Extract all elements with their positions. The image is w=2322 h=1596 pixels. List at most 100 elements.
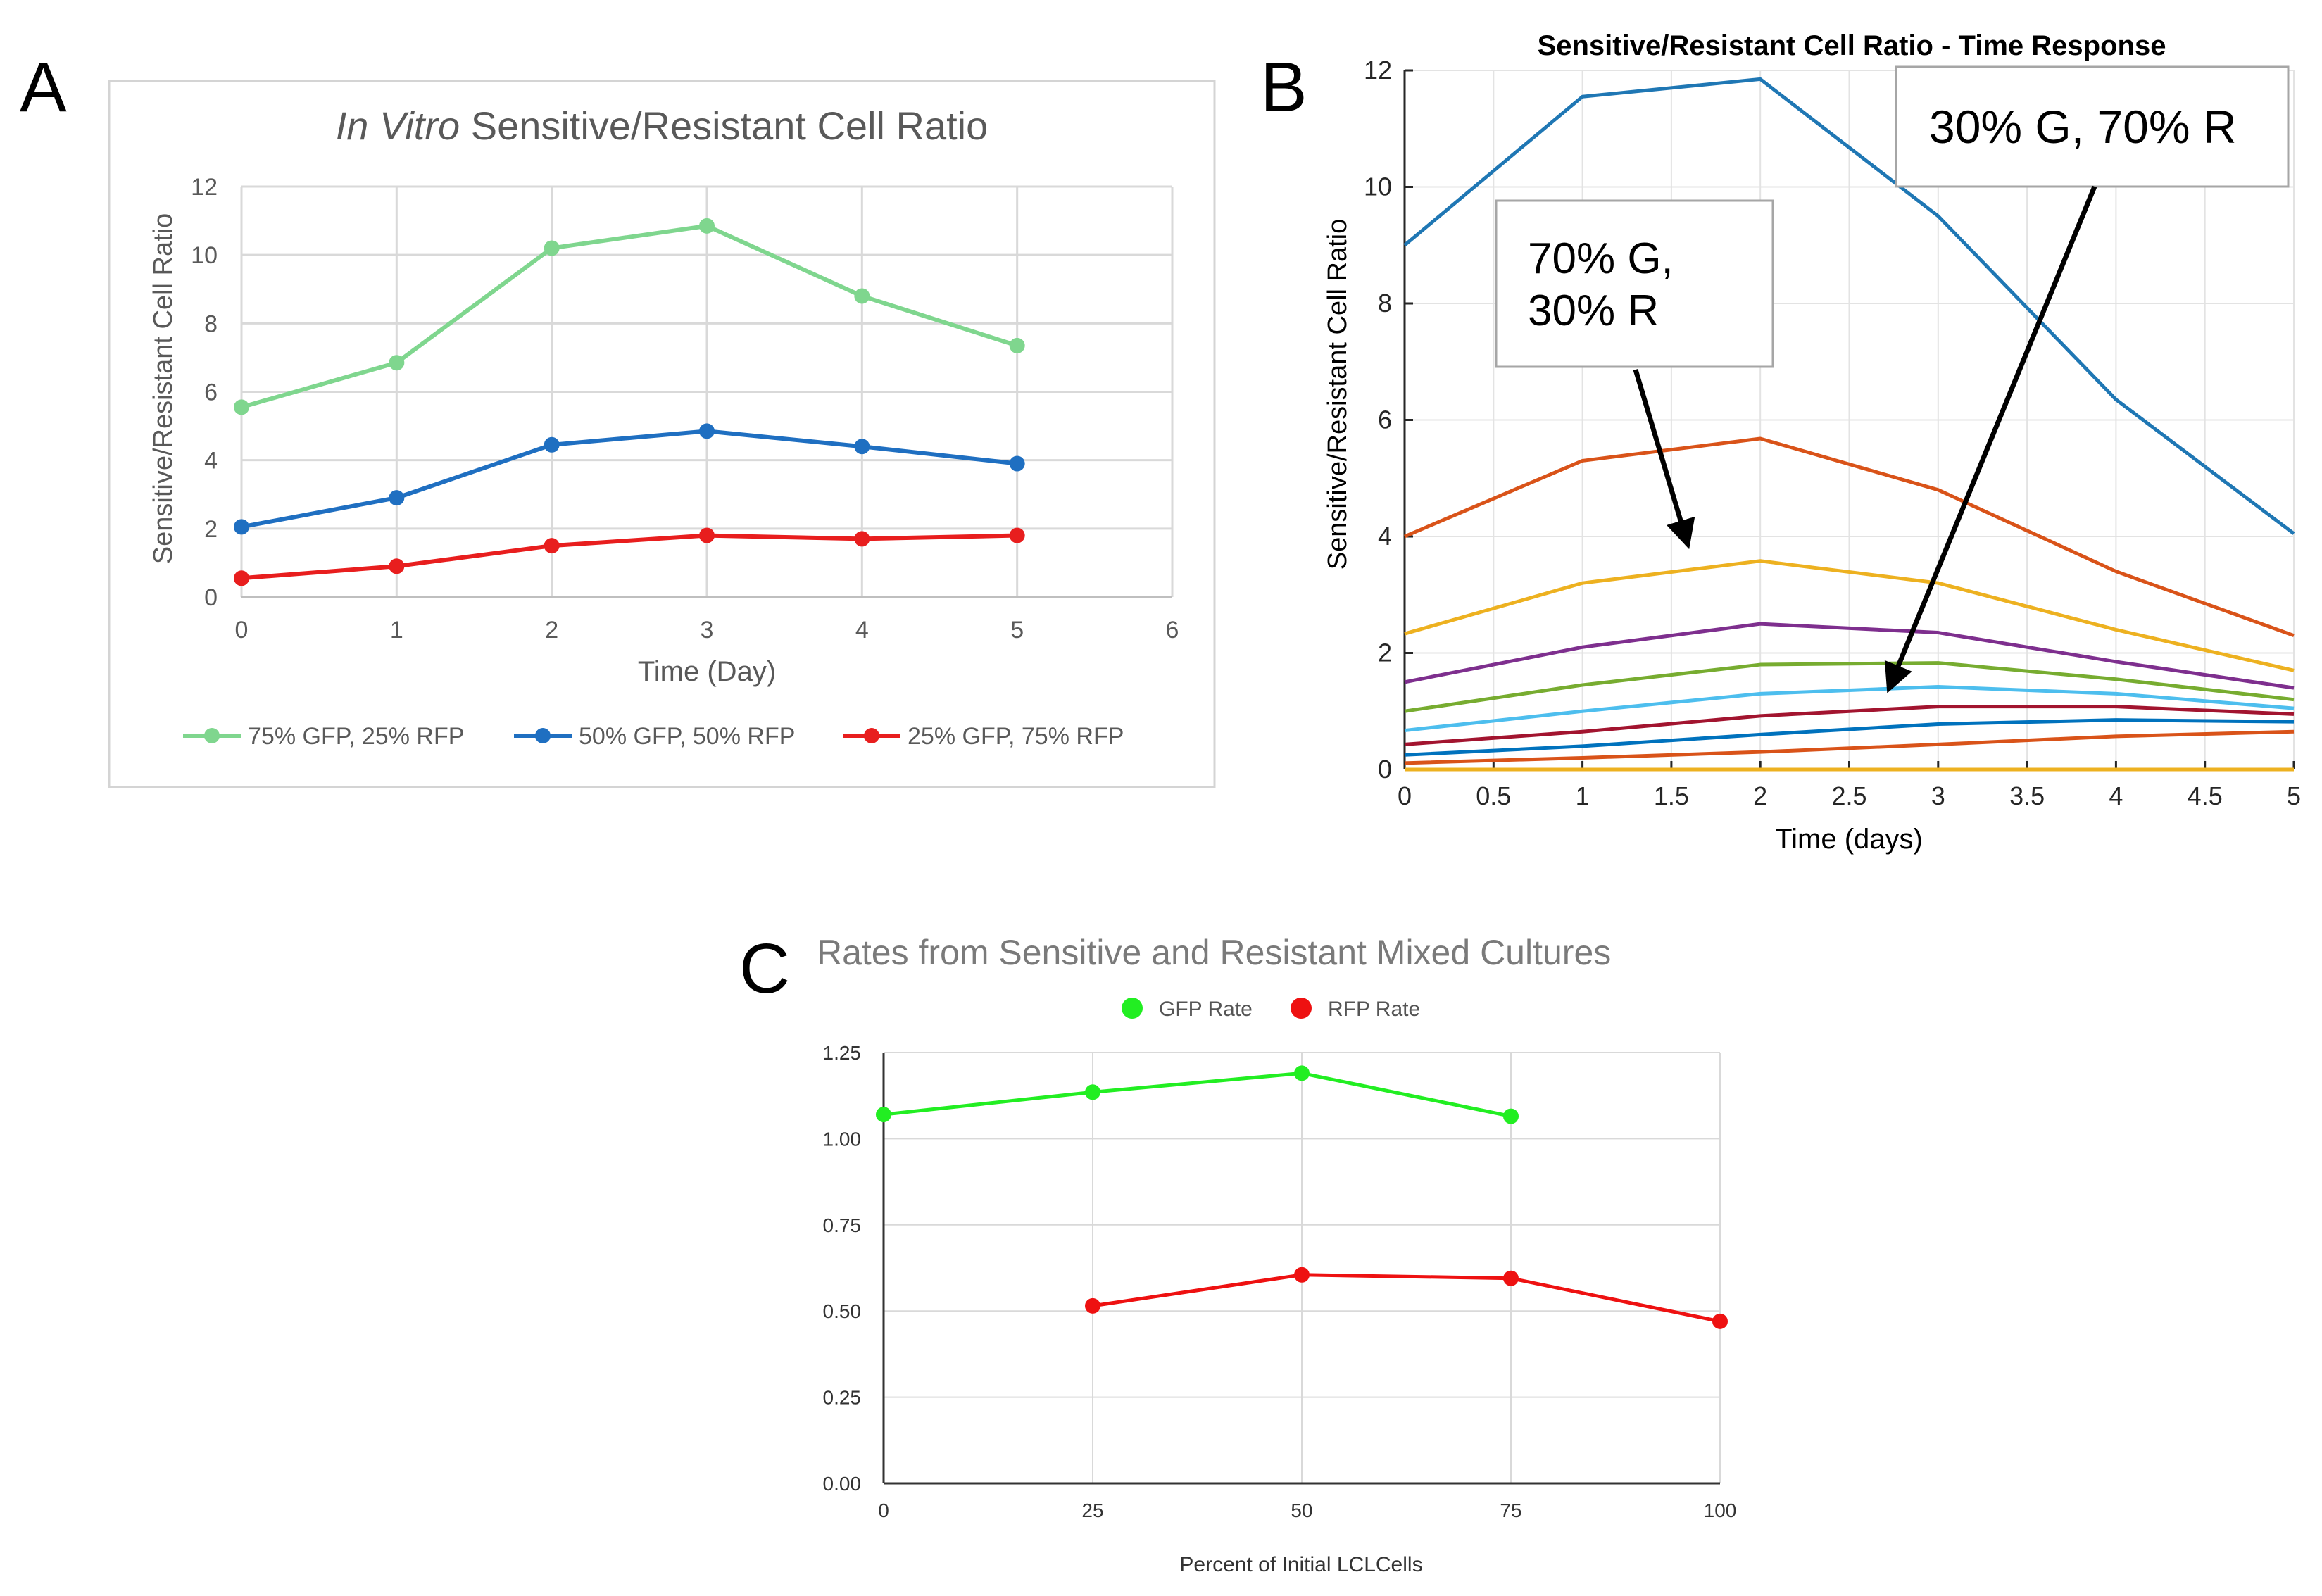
chart-c-y-tick-label: 0.75 [823, 1214, 862, 1236]
chart-c-y-tick-label: 1.25 [823, 1042, 862, 1064]
chart-a-x-axis-label: Time (Day) [638, 656, 776, 687]
chart-b-series-line [1404, 718, 2295, 757]
chart-a-x-tick-label: 0 [235, 617, 249, 643]
chart-a-data-point [544, 538, 560, 554]
chart-b-x-tick-label: 2 [1753, 781, 1767, 810]
chart-a-legend-marker [535, 728, 551, 743]
chart-b-x-tick-label: 3 [1931, 781, 1945, 810]
chart-b-x-tick-label: 2.5 [1831, 781, 1866, 810]
chart-c-data-point [876, 1107, 891, 1123]
chart-a-y-tick-label: 12 [191, 174, 218, 201]
chart-c-legend: GFP Rate RFP Rate [1122, 998, 1420, 1021]
chart-b-y-ticks: 0 2 4 6 8 10 12 [1364, 56, 1413, 784]
chart-a-data-point [699, 423, 715, 439]
chart-c-x-tick-label: 75 [1500, 1500, 1521, 1521]
chart-a-x-tick-label: 4 [855, 617, 869, 643]
chart-b-x-tick-label: 3.5 [2009, 781, 2045, 810]
chart-b-series-line [1404, 684, 2295, 733]
chart-b-y-tick-label: 4 [1378, 522, 1392, 551]
chart-b-series-line [1404, 436, 2295, 638]
chart-a-data-point [699, 218, 715, 234]
chart-a-x-tick-label: 2 [545, 617, 558, 643]
chart-a-data-point [1009, 337, 1025, 353]
chart-b-x-tick-label: 0.5 [1476, 781, 1511, 810]
chart-a-y-tick-label: 8 [204, 310, 218, 337]
chart-c-y-tick-label: 0.00 [823, 1473, 862, 1495]
chart-c-data-point [1294, 1065, 1310, 1081]
chart-c-data-point [1503, 1108, 1519, 1124]
chart-c-series [876, 1065, 1728, 1329]
chart-a-data-point [234, 399, 249, 415]
chart-a-y-tick-label: 6 [204, 379, 218, 406]
chart-a-series-line [241, 533, 1017, 581]
chart-c-x-tick-label: 0 [878, 1500, 889, 1521]
chart-a-data-point [234, 519, 249, 535]
chart-b-annotation-text-1b: 30% R [1528, 287, 1659, 335]
chart-c-title: Rates from Sensitive and Resistant Mixed… [817, 933, 1611, 972]
chart-b-x-ticks: 0 0.5 1 1.5 2 2.5 3 3.5 4 4.5 5 [1398, 761, 2301, 810]
chart-b-series-line [1404, 559, 2295, 672]
chart-c-legend-marker [1291, 998, 1312, 1019]
chart-b-series-line [1403, 77, 2295, 535]
chart-a-y-tick-label: 0 [204, 584, 218, 611]
chart-b-x-tick-label: 5 [2287, 781, 2301, 810]
chart-b-x-tick-label: 1.5 [1654, 781, 1689, 810]
chart-c-legend-marker [1122, 998, 1143, 1019]
chart-c-y-tick-label: 0.25 [823, 1387, 862, 1409]
chart-b-x-tick-label: 4 [2109, 781, 2123, 810]
chart-b-y-tick-label: 12 [1364, 56, 1392, 84]
chart-b-annotation-box-1 [1495, 199, 1774, 368]
panel-label-b: B [1260, 48, 1307, 127]
chart-a-series-line [241, 429, 1017, 529]
chart-c-y-ticks: 0.00 0.25 0.50 0.75 1.00 1.25 [823, 1042, 862, 1495]
chart-c-x-tick-label: 50 [1291, 1500, 1312, 1521]
chart-a-data-point [389, 490, 405, 506]
chart-b-series [1403, 77, 2295, 772]
chart-a-series-line [241, 223, 1018, 410]
chart-b-annotation-arrow-2 [1884, 185, 2097, 693]
chart-b-annotation-arrow-1 [1633, 368, 1695, 550]
chart-c-x-tick-label: 100 [1704, 1500, 1737, 1521]
chart-a-data-point [1009, 455, 1025, 472]
chart-c-x-ticks: 0 25 50 75 100 [878, 1500, 1736, 1521]
chart-a-data-point [389, 558, 405, 574]
chart-a-data-point [234, 570, 249, 586]
chart-a-data-point [699, 527, 715, 543]
chart-c-legend-label: GFP Rate [1159, 998, 1253, 1021]
panel-label-a: A [20, 48, 67, 127]
chart-a-data-point [389, 355, 405, 371]
chart-a-data-point [544, 436, 560, 453]
chart-a-y-ticks: 0 2 4 6 8 10 12 [191, 174, 218, 611]
chart-b-series-line [1404, 705, 2295, 746]
chart-b-annotation-text-2: 30% G, 70% R [1929, 101, 2237, 153]
chart-c-x-axis-label: Percent of Initial LCLCells [1179, 1553, 1422, 1576]
chart-a-data-point [854, 531, 870, 547]
chart-c-x-tick-label: 25 [1081, 1500, 1103, 1521]
chart-a-legend-label: 25% GFP, 75% RFP [908, 723, 1124, 750]
chart-a: In Vitro Sensitive/Resistant Cell Ratio … [108, 80, 1216, 788]
chart-c-data-point [1085, 1297, 1100, 1314]
chart-a-data-point [544, 240, 560, 256]
chart-a-legend-label: 75% GFP, 25% RFP [248, 723, 464, 750]
chart-c-y-tick-label: 1.00 [823, 1128, 862, 1150]
chart-b-y-tick-label: 6 [1378, 406, 1392, 434]
chart-c-data-point [1712, 1313, 1728, 1329]
chart-a-data-point [854, 288, 870, 304]
chart-a-y-axis-label: Sensitive/Resistant Cell Ratio [149, 213, 178, 564]
chart-b-x-axis-label: Time (days) [1775, 824, 1923, 855]
chart-a-y-tick-label: 10 [191, 242, 218, 269]
chart-a-series [234, 218, 1025, 586]
chart-a-legend-label: 50% GFP, 50% RFP [579, 723, 795, 750]
chart-b-series-line [1404, 661, 2295, 713]
chart-b-y-axis-label: Sensitive/Resistant Cell Ratio [1323, 219, 1353, 570]
chart-a-x-tick-label: 5 [1010, 617, 1024, 643]
chart-a-x-tick-label: 1 [390, 617, 403, 643]
chart-a-legend: 75% GFP, 25% RFP 50% GFP, 50% RFP 25% GFP,… [183, 723, 1124, 750]
chart-b-x-tick-label: 4.5 [2188, 781, 2223, 810]
chart-a-legend-marker [204, 728, 220, 743]
panel-label-c: C [739, 929, 790, 1008]
chart-b-y-tick-label: 0 [1378, 755, 1392, 784]
chart-c-series-line [883, 1071, 1512, 1119]
chart-b-title: Sensitive/Resistant Cell Ratio - Time Re… [1538, 30, 2166, 61]
